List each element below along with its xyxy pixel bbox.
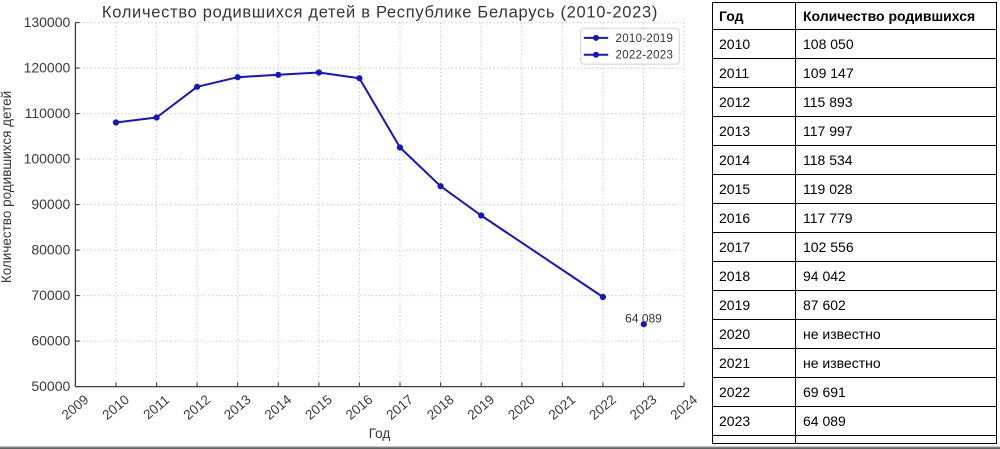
svg-text:80000: 80000 <box>31 242 70 258</box>
svg-text:2020: 2020 <box>505 392 538 423</box>
svg-text:Количество родившихся детей: Количество родившихся детей <box>0 91 14 283</box>
svg-text:2016: 2016 <box>343 392 376 423</box>
svg-text:2009: 2009 <box>59 392 92 423</box>
svg-text:2022-2023: 2022-2023 <box>616 50 674 62</box>
svg-text:90000: 90000 <box>31 196 70 212</box>
svg-text:2024: 2024 <box>667 392 700 423</box>
svg-text:2019: 2019 <box>465 392 498 423</box>
svg-text:110000: 110000 <box>25 105 71 121</box>
svg-text:2021: 2021 <box>546 392 579 423</box>
svg-text:2013: 2013 <box>221 392 254 423</box>
svg-text:2023: 2023 <box>627 392 660 423</box>
svg-text:2022: 2022 <box>586 392 619 423</box>
svg-text:Количество родившихся детей в: Количество родившихся детей в Республике… <box>102 4 658 22</box>
svg-text:2017: 2017 <box>383 392 416 423</box>
svg-text:120000: 120000 <box>24 60 71 76</box>
svg-text:2010: 2010 <box>99 392 132 423</box>
svg-text:2015: 2015 <box>302 392 335 423</box>
svg-text:60000: 60000 <box>31 333 70 349</box>
svg-text:70000: 70000 <box>31 287 70 303</box>
svg-text:130000: 130000 <box>24 14 71 30</box>
svg-text:64 089: 64 089 <box>625 311 662 325</box>
svg-text:2010-2019: 2010-2019 <box>616 33 674 45</box>
svg-text:100000: 100000 <box>24 151 71 167</box>
svg-text:2018: 2018 <box>424 392 457 423</box>
svg-text:2011: 2011 <box>140 392 172 422</box>
svg-text:2014: 2014 <box>262 392 295 423</box>
svg-text:Год: Год <box>369 426 391 441</box>
svg-text:50000: 50000 <box>31 378 70 394</box>
svg-text:2012: 2012 <box>180 392 213 423</box>
